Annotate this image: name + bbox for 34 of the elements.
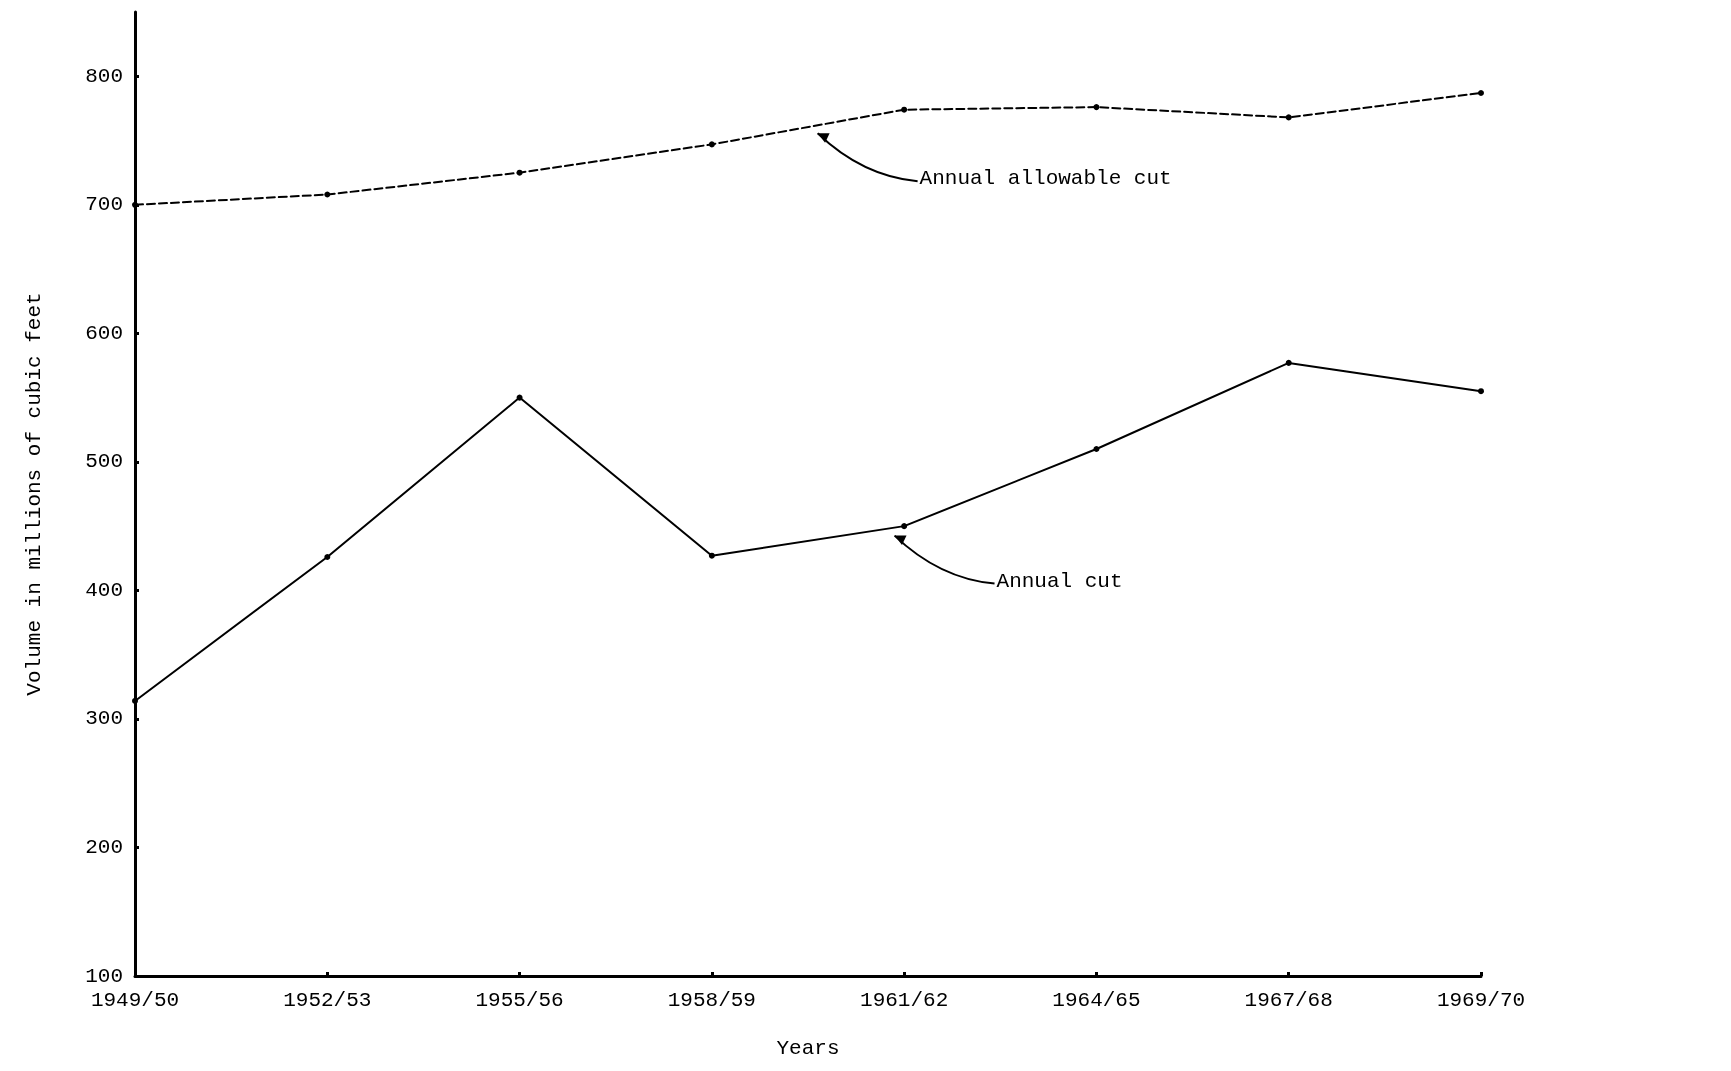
point [901,106,908,113]
y-tick-label: 200 [85,835,123,859]
x-tick-label: 1949/50 [90,989,180,1012]
y-axis-title: Volume in millions of cubic feet [23,292,46,696]
y-tick-label: 500 [85,450,123,474]
annotation: Annual cut [996,569,1123,593]
y-tick-label: 100 [85,964,123,988]
x-axis-title: Years [776,1037,840,1060]
point [1285,114,1292,121]
point [324,553,331,560]
point [516,394,523,401]
y-tick-label: 800 [85,64,123,88]
y-tick-label: 700 [85,193,123,217]
point [1478,89,1484,96]
x-tick-label: 1955/56 [475,989,564,1012]
x-tick-label: 1967/68 [1244,989,1333,1012]
point [708,141,715,148]
y-tick-label: 600 [85,321,123,345]
point [516,169,523,176]
point [1093,104,1100,111]
point [1285,359,1292,366]
point [1093,446,1100,453]
x-tick-label: 1969/70 [1436,989,1526,1012]
x-tick-label: 1952/53 [283,989,372,1012]
point [132,697,138,704]
point [901,523,908,530]
x-tick-label: 1958/59 [667,989,756,1012]
point [1478,388,1484,395]
x-tick-label: 1964/65 [1052,989,1141,1012]
y-tick-label: 300 [85,707,123,731]
x-tick-label: 1961/62 [860,989,949,1012]
annotation: Annual allowable cut [919,167,1172,191]
y-tick-label: 400 [85,578,123,602]
point [708,552,715,559]
